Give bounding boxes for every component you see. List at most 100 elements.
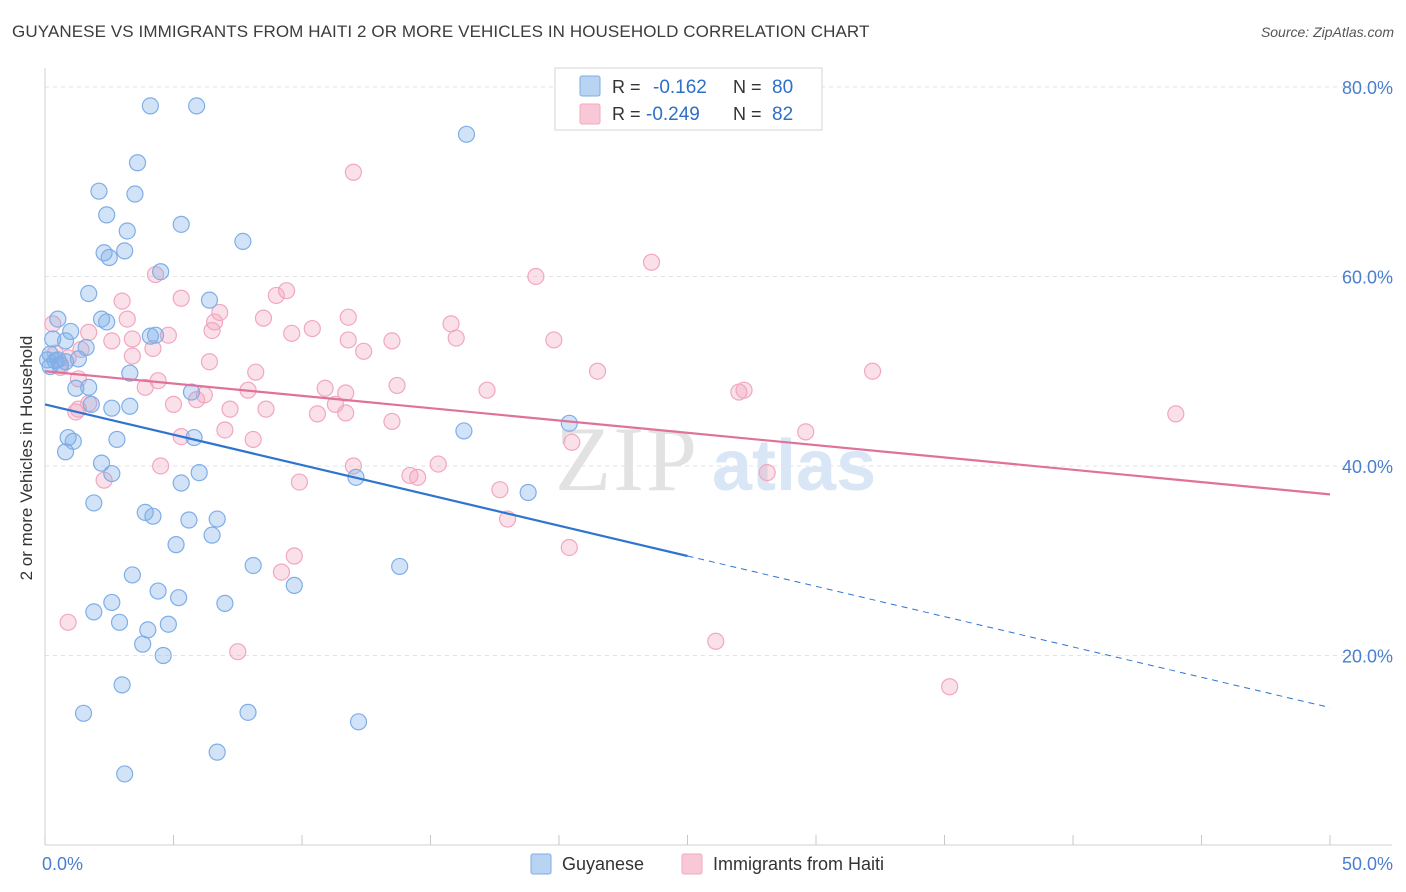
- guyanese-point: [108, 430, 126, 449]
- haiti-point: [478, 381, 496, 399]
- haiti-point: [1167, 405, 1185, 423]
- guyanese-point: [154, 646, 172, 665]
- watermark-zip: ZIP: [555, 408, 699, 510]
- haiti-point: [80, 323, 98, 341]
- y-tick-label: 20.0%: [1342, 646, 1393, 666]
- haiti-point: [730, 383, 748, 401]
- guyanese-point: [141, 327, 159, 345]
- guyanese-points: [38, 97, 578, 783]
- haiti-point: [113, 292, 131, 310]
- guyanese-point: [180, 511, 198, 529]
- guyanese-point: [152, 263, 170, 281]
- guyanese-point: [172, 474, 190, 492]
- legend-swatch-guyanese: [530, 853, 552, 875]
- guyanese-point: [519, 483, 537, 502]
- haiti-point: [303, 319, 321, 338]
- y-tick-label: 80.0%: [1342, 78, 1393, 98]
- guyanese-point: [208, 510, 226, 528]
- haiti-point: [216, 421, 234, 439]
- guyanese-point: [113, 676, 131, 694]
- guyanese-point: [139, 621, 157, 639]
- watermark: ZIP atlas: [555, 408, 876, 510]
- guyanese-point: [95, 244, 113, 262]
- tick-labels: 20.0% 40.0% 60.0% 80.0% 0.0% 50.0%: [42, 78, 1393, 874]
- haiti-point: [758, 464, 776, 482]
- haiti-point: [200, 353, 219, 371]
- guyanese-point: [149, 582, 167, 600]
- haiti-point: [254, 309, 273, 327]
- guyanese-point: [144, 507, 162, 525]
- haiti-point: [285, 547, 303, 565]
- haiti-point: [429, 455, 447, 473]
- guyanese-point: [216, 594, 234, 612]
- haiti-point: [642, 253, 661, 271]
- stats-r-value-haiti: -0.249: [646, 104, 700, 125]
- guyanese-point: [121, 364, 139, 382]
- guyanese-point: [100, 248, 118, 267]
- x-tick-label: 0.0%: [42, 854, 83, 874]
- haiti-point: [491, 481, 509, 499]
- haiti-trend-line: [44, 370, 1331, 496]
- x-tick-label: 50.0%: [1342, 854, 1393, 874]
- guyanese-point: [172, 215, 190, 233]
- guyanese-point: [285, 576, 303, 594]
- guyanese-point: [234, 232, 252, 251]
- y-tick-label: 60.0%: [1342, 267, 1393, 287]
- stats-r-label-haiti: R =: [612, 104, 641, 124]
- haiti-point: [267, 286, 285, 305]
- haiti-points: [44, 163, 1185, 696]
- guyanese-point: [190, 464, 208, 482]
- haiti-point: [221, 400, 239, 418]
- haiti-point: [244, 430, 262, 449]
- y-tick-label: 40.0%: [1342, 457, 1393, 477]
- y-axis-title: 2 or more Vehicles in Household: [17, 336, 36, 581]
- stats-n-label-guyanese: N =: [733, 77, 762, 97]
- guyanese-point: [98, 206, 116, 224]
- guyanese-point: [103, 464, 121, 483]
- haiti-point: [339, 308, 357, 326]
- guyanese-point: [188, 97, 206, 115]
- haiti-point: [442, 315, 460, 333]
- guyanese-trend-extension: [687, 555, 1331, 709]
- haiti-point: [707, 632, 725, 650]
- stats-r-label-guyanese: R =: [612, 77, 641, 97]
- haiti-point: [59, 613, 77, 631]
- haiti-point: [146, 265, 165, 284]
- guyanese-point: [116, 765, 134, 783]
- guyanese-trend-line: [44, 403, 688, 558]
- haiti-point: [339, 331, 357, 349]
- guyanese-point: [85, 494, 103, 512]
- guyanese-point: [103, 593, 121, 612]
- haiti-point: [136, 378, 154, 396]
- haiti-point: [172, 289, 190, 307]
- guyanese-point: [134, 635, 152, 653]
- haiti-point: [383, 332, 401, 350]
- haiti-point: [355, 342, 373, 360]
- guyanese-point: [90, 182, 108, 200]
- legend-label-guyanese: Guyanese: [562, 854, 644, 874]
- stats-n-value-haiti: 82: [772, 104, 793, 125]
- stats-legend: R = -0.162 N = 80 R = -0.249 N = 82: [554, 67, 823, 131]
- haiti-point: [283, 324, 301, 342]
- haiti-point: [203, 321, 221, 340]
- stats-n-label-haiti: N =: [733, 104, 762, 124]
- guyanese-point: [391, 557, 409, 576]
- guyanese-point: [123, 566, 141, 584]
- haiti-point: [588, 362, 607, 380]
- gridlines: [45, 86, 1392, 656]
- guyanese-point: [98, 313, 116, 331]
- guyanese-point: [126, 185, 144, 203]
- guyanese-point: [82, 395, 100, 413]
- haiti-point: [257, 400, 275, 418]
- legend-swatch-haiti: [681, 853, 703, 875]
- guyanese-point: [49, 310, 67, 328]
- guyanese-point: [118, 222, 136, 240]
- chart-title: GUYANESE VS IMMIGRANTS FROM HAITI 2 OR M…: [12, 22, 870, 41]
- guyanese-point: [244, 556, 262, 575]
- haiti-point: [229, 643, 247, 661]
- guyanese-point: [457, 125, 476, 143]
- guyanese-point: [67, 379, 85, 397]
- trend-lines: [44, 370, 1331, 709]
- guyanese-point: [455, 422, 473, 440]
